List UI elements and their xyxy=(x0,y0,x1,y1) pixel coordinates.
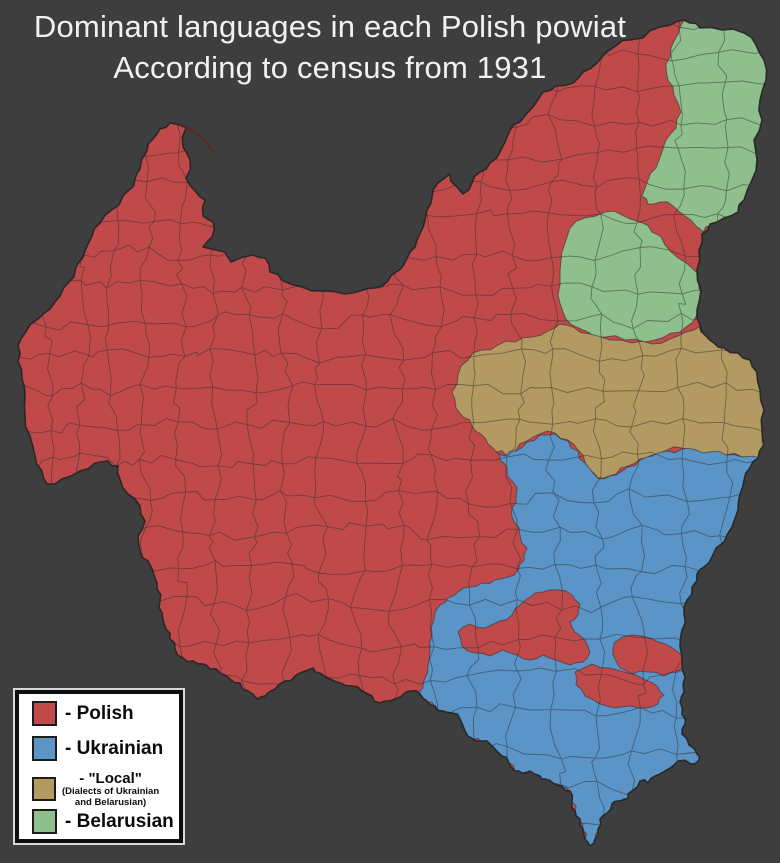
legend-local-text: - "Local" (Dialects of Ukrainian and Bel… xyxy=(62,770,159,808)
legend: - Polish - Ukrainian - "Local" (Dialects… xyxy=(15,690,183,843)
region-polish-enclave-lwow xyxy=(457,589,591,666)
legend-label-belarusian: - Belarusian xyxy=(65,810,174,832)
legend-swatch-polish xyxy=(32,701,57,726)
legend-note-line1: (Dialects of Ukrainian xyxy=(62,786,160,797)
legend-item-polish: - Polish xyxy=(32,701,134,726)
legend-label-local: - "Local" xyxy=(79,770,142,787)
country-border xyxy=(17,19,768,847)
legend-swatch-belarusian xyxy=(32,809,57,834)
legend-item-ukrainian: - Ukrainian xyxy=(32,736,163,761)
hel-peninsula xyxy=(182,124,217,155)
legend-item-local: - "Local" (Dialects of Ukrainian and Bel… xyxy=(32,770,159,808)
legend-swatch-local xyxy=(32,777,56,801)
legend-swatch-ukrainian xyxy=(32,736,57,761)
legend-label-polish: - Polish xyxy=(65,702,134,724)
legend-note-line2: and Belarusian) xyxy=(74,796,147,808)
legend-label-ukrainian: - Ukrainian xyxy=(65,737,164,759)
legend-item-belarusian: - Belarusian xyxy=(32,809,174,834)
region-polish-enclave-east-south xyxy=(574,663,665,709)
